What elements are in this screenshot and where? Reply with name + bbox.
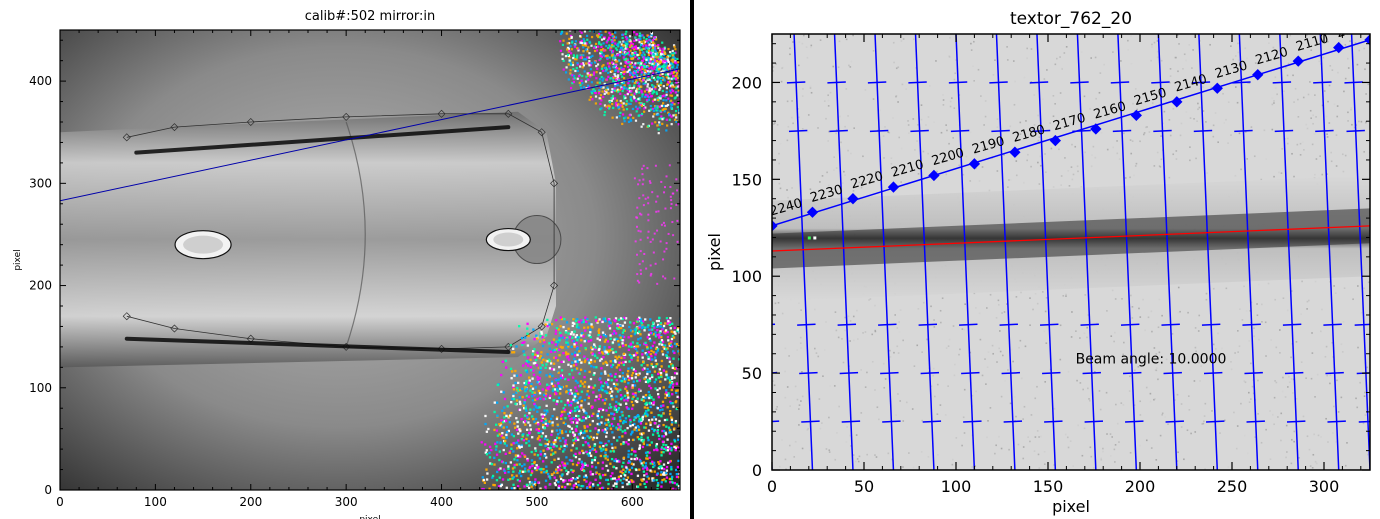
x-tick-label: 500 (525, 495, 548, 509)
x-tick-label: 0 (56, 495, 64, 509)
y-tick-label: 0 (44, 483, 52, 497)
right-panel: 2240223022202210220021902180217021602150… (690, 0, 1380, 519)
y-tick-label: 300 (29, 176, 52, 190)
y-tick-label: 50 (742, 364, 762, 383)
x-tick-label: 150 (1033, 477, 1064, 496)
y-tick-label: 200 (29, 279, 52, 293)
y-tick-label: 0 (752, 461, 762, 480)
x-tick-label: 250 (1217, 477, 1248, 496)
x-tick-label: 200 (1125, 477, 1156, 496)
y-tick-label: 100 (731, 267, 762, 286)
y-tick-label: 100 (29, 381, 52, 395)
y-axis-label: pixel (13, 249, 23, 270)
x-tick-label: 0 (767, 477, 777, 496)
right-plot-area: 2240223022202210220021902180217021602150… (746, 0, 1380, 519)
plot-title: calib#:502 mirror:in (305, 9, 436, 24)
right-plot-svg: 2240223022202210220021902180217021602150… (694, 0, 1380, 519)
y-tick-label: 150 (731, 170, 762, 189)
x-tick-label: 600 (621, 495, 644, 509)
x-tick-label: 200 (239, 495, 262, 509)
x-tick-label: 300 (335, 495, 358, 509)
y-axis-label: pixel (705, 233, 724, 271)
left-panel: 0 100 200 300 400 500 600 0 100 200 300 400 pixel pix… (0, 0, 690, 519)
x-tick-label: 100 (144, 495, 167, 509)
x-tick-label: 300 (1309, 477, 1340, 496)
left-plot-area (60, 25, 690, 492)
marker-label: 2190 (1366, 10, 1380, 34)
x-tick-label: 400 (430, 495, 453, 509)
left-plot-svg: 0 100 200 300 400 500 600 0 100 200 300 400 pixel pix… (0, 0, 690, 519)
beam-angle-value: 10.0000 (1169, 351, 1227, 367)
y-tick-label: 200 (731, 73, 762, 92)
x-tick-label: 50 (854, 477, 874, 496)
x-axis-label: pixel (1052, 497, 1090, 516)
x-tick-label: 100 (941, 477, 972, 496)
y-tick-label: 400 (29, 74, 52, 88)
plot-title: textor_762_20 (1010, 9, 1132, 29)
beam-angle-annotation: Beam angle: 10.0000 (1076, 351, 1227, 367)
x-axis-label: pixel (359, 515, 380, 519)
